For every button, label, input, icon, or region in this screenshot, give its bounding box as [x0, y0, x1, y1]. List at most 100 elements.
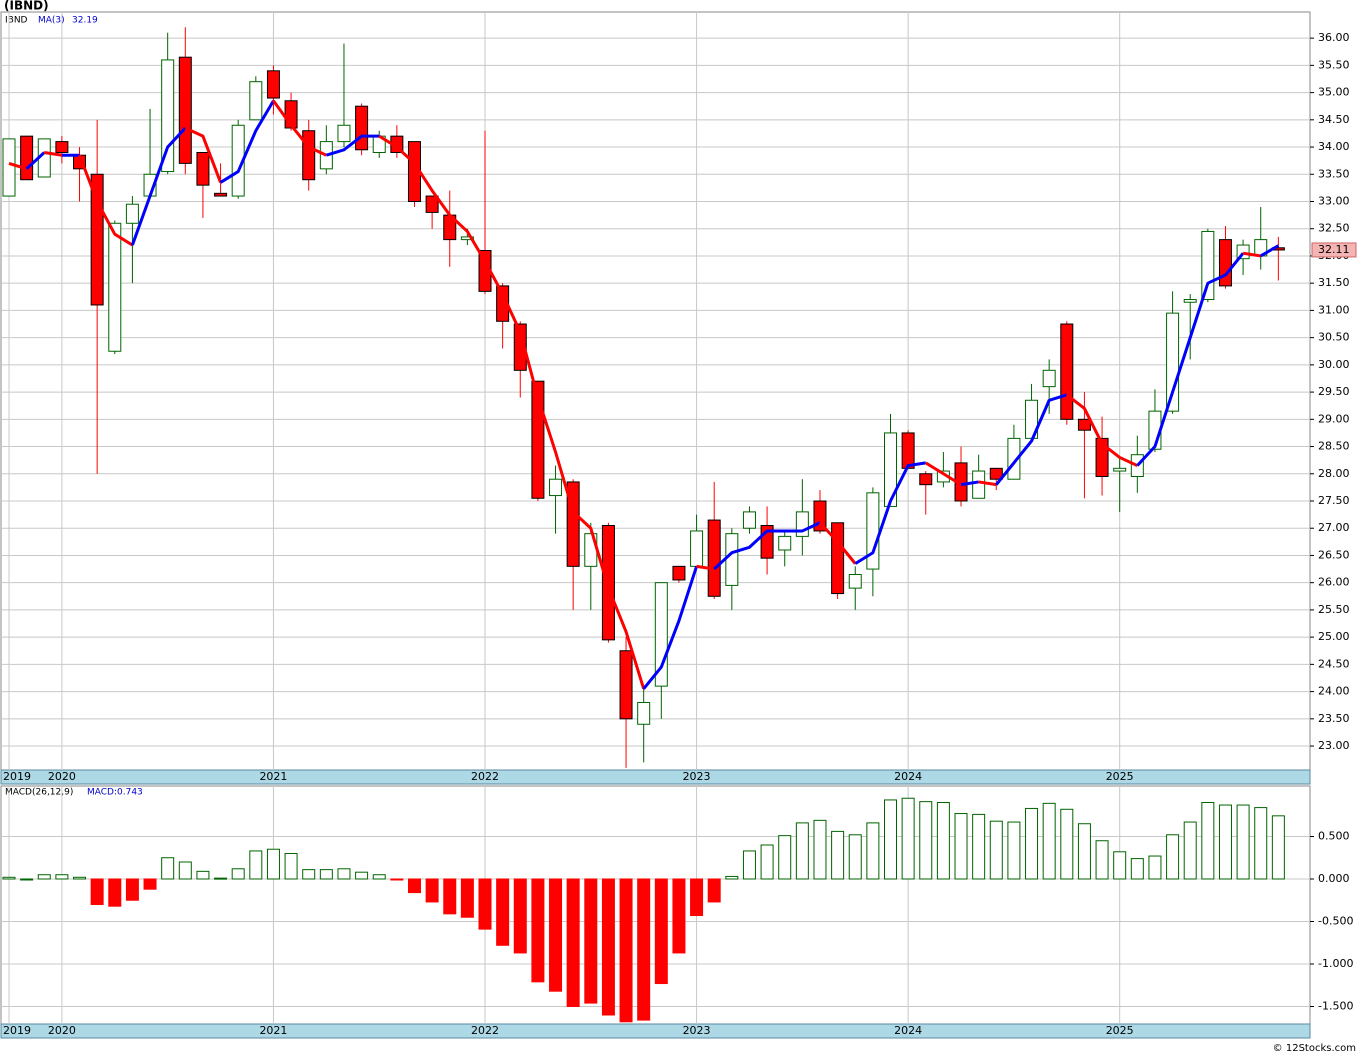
macd-bar [601, 878, 615, 1016]
ma-line [130, 126, 187, 246]
y-tick-label: -1.000 [1318, 957, 1353, 970]
macd-bar [20, 878, 34, 881]
y-tick-label: 23.00 [1318, 739, 1350, 752]
ma-line [696, 564, 715, 571]
macd-bar [1130, 858, 1144, 880]
date-strip [0, 769, 1311, 785]
macd-bar [1254, 807, 1268, 880]
macd-bar [989, 820, 1003, 880]
candle-body [848, 574, 862, 589]
x-tick-label: 2019 [3, 770, 31, 783]
y-tick-label: -0.500 [1318, 914, 1353, 927]
macd-bar [478, 878, 492, 930]
macd-bar [37, 874, 51, 880]
macd-bar [584, 878, 598, 1004]
macd-bar [460, 878, 474, 918]
candle-body [1201, 230, 1215, 301]
macd-bar [1042, 802, 1056, 880]
macd-bar [531, 878, 545, 983]
macd-bar [90, 878, 104, 905]
macd-bar [1166, 834, 1180, 880]
macd-bar [549, 878, 563, 992]
ma-line [1065, 393, 1138, 467]
x-tick-label: 2024 [894, 1024, 922, 1037]
ma-line [854, 461, 926, 565]
candle-body [919, 473, 933, 486]
ma-line [1259, 244, 1280, 258]
ma-line [818, 521, 857, 565]
y-tick-label: 0.000 [1318, 872, 1350, 885]
date-strip [0, 1023, 1311, 1039]
y-tick-label: 24.00 [1318, 685, 1350, 698]
macd-bar [249, 850, 263, 880]
y-tick-label: 34.00 [1318, 140, 1350, 153]
macd-bar [161, 857, 175, 880]
ma-line [995, 393, 1068, 486]
macd-bar [972, 813, 986, 880]
last-price-label: 32.11 [1318, 243, 1350, 256]
ma-line [1242, 251, 1261, 258]
macd-bar [654, 878, 668, 985]
x-tick-label: 2025 [1106, 1024, 1134, 1037]
y-tick-label: 26.00 [1318, 576, 1350, 589]
candle-body [795, 511, 809, 537]
macd-bar [302, 869, 316, 880]
y-tick-label: 23.50 [1318, 712, 1350, 725]
macd-bar [55, 874, 69, 880]
y-tick-label: 34.50 [1318, 113, 1350, 126]
macd-title: MACD(26,12,9) [5, 788, 73, 798]
macd-bar [319, 869, 333, 880]
candle-body [866, 492, 880, 570]
candle-body [1042, 369, 1056, 388]
macd-bar [1271, 815, 1285, 880]
macd-bar [390, 878, 404, 881]
candle-body [972, 470, 986, 499]
macd-bar [884, 799, 897, 880]
macd-bar [407, 878, 421, 894]
macd-bar [143, 878, 157, 890]
candle-body [725, 533, 739, 586]
candle-body [549, 478, 563, 497]
y-tick-label: 28.50 [1318, 440, 1350, 453]
macd-bar [196, 870, 210, 880]
macd-value: MACD:0.743 [87, 788, 143, 798]
candle-body [460, 236, 474, 241]
y-tick-label: 29.00 [1318, 412, 1350, 425]
candle-body [1218, 239, 1232, 287]
macd-bar [778, 835, 792, 880]
macd-bar [443, 878, 457, 915]
x-tick-label: 2023 [683, 1024, 711, 1037]
ma-line [1136, 252, 1245, 467]
ma-line [219, 99, 275, 184]
macd-bar [266, 848, 280, 880]
macd-bar [1218, 804, 1232, 880]
macd-bar [813, 819, 827, 880]
y-tick-label: 33.00 [1318, 195, 1350, 208]
macd-bar [108, 878, 122, 907]
x-tick-label: 2020 [48, 770, 76, 783]
candle-body [619, 650, 633, 720]
candle-body [337, 124, 351, 143]
legend-ma-value: 32.19 [72, 16, 98, 26]
macd-bar [707, 878, 721, 903]
macd-bar [284, 852, 298, 880]
y-tick-label: 29.50 [1318, 385, 1350, 398]
y-tick-label: 35.50 [1318, 58, 1350, 71]
x-tick-label: 2025 [1106, 770, 1134, 783]
y-tick-label: 30.50 [1318, 331, 1350, 344]
ma-line [713, 521, 821, 571]
candle-body [989, 467, 1003, 480]
macd-bar [2, 876, 16, 880]
candle-body [901, 432, 915, 469]
macd-bar [795, 822, 809, 880]
x-tick-label: 2022 [471, 1024, 499, 1037]
candle-body [302, 130, 316, 181]
legend-symbol: IBND [5, 16, 28, 26]
candle-body [513, 323, 527, 371]
y-tick-label: 28.00 [1318, 467, 1350, 480]
ma-line [642, 565, 698, 690]
macd-bar [690, 878, 704, 917]
candle-body [2, 138, 16, 197]
candle-body [1060, 323, 1074, 420]
